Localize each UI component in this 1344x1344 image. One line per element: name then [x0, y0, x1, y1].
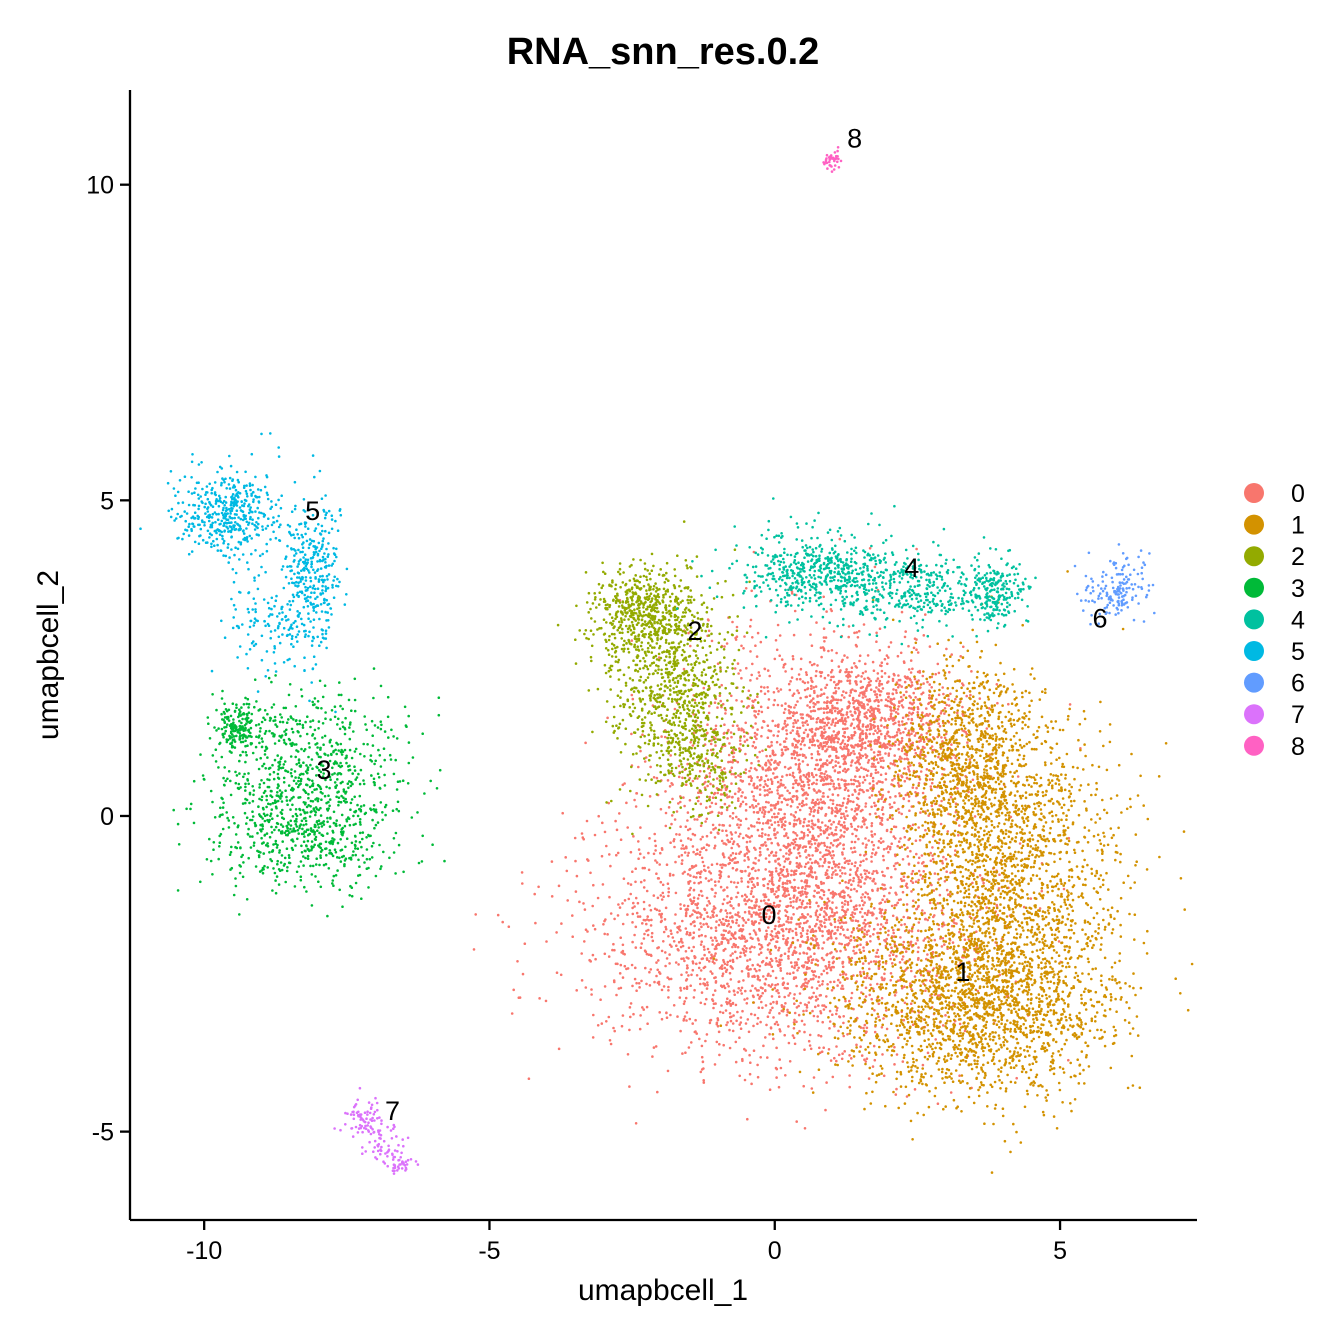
y-axis-ticks: -5 0 5 10 — [86, 172, 130, 1147]
legend-item-4: 4 — [1244, 606, 1305, 634]
y-tick-label: 10 — [86, 172, 114, 200]
x-tick-label: -10 — [186, 1237, 222, 1265]
cluster-label-6: 6 — [1092, 603, 1107, 633]
cluster-8-point-cloud — [822, 145, 843, 173]
cluster-label-1: 1 — [956, 957, 971, 987]
x-tick-label: 0 — [768, 1237, 782, 1265]
cluster-label-0: 0 — [762, 900, 777, 930]
legend-label: 2 — [1291, 543, 1305, 571]
cluster-8-points — [822, 145, 843, 173]
legend-label: 1 — [1291, 512, 1305, 540]
cluster-1-points — [712, 570, 1194, 1174]
cluster-6-point-cloud — [1073, 543, 1156, 626]
legend-swatch — [1244, 704, 1264, 725]
legend-swatch — [1244, 735, 1264, 756]
cluster-label-7: 7 — [385, 1096, 400, 1126]
data-points — [139, 145, 1194, 1175]
y-tick-label: 0 — [100, 803, 114, 831]
chart-title: RNA_snn_res.0.2 — [507, 31, 820, 73]
cluster-7-point-cloud — [333, 1086, 420, 1175]
cluster-label-2: 2 — [687, 616, 702, 646]
cluster-2-points — [556, 520, 768, 836]
legend-swatch — [1244, 483, 1264, 503]
legend-item-7: 7 — [1244, 701, 1305, 729]
y-tick-label: 5 — [100, 487, 114, 515]
legend-label: 7 — [1291, 701, 1305, 729]
cluster-5-points — [139, 432, 349, 714]
legend-item-3: 3 — [1244, 575, 1305, 603]
legend-swatch — [1244, 546, 1264, 567]
legend-swatch — [1244, 577, 1264, 598]
legend-label: 5 — [1291, 638, 1305, 666]
y-tick-label: -5 — [92, 1119, 114, 1147]
cluster-7-points — [333, 1086, 420, 1175]
cluster-0-points — [472, 537, 1082, 1130]
legend-swatch — [1244, 609, 1264, 630]
legend-label: 3 — [1291, 575, 1305, 603]
cluster-0-point-cloud — [472, 537, 1082, 1130]
legend-label: 8 — [1291, 733, 1305, 761]
x-axis-ticks: -10 -5 0 5 — [186, 1220, 1067, 1265]
cluster-6-points — [1073, 543, 1156, 626]
cluster-label-4: 4 — [904, 553, 919, 583]
legend-swatch — [1244, 514, 1264, 535]
cluster-4-points — [675, 497, 1037, 646]
legend-item-5: 5 — [1244, 638, 1305, 666]
legend: 0 1 2 3 4 5 6 7 8 — [1244, 480, 1305, 761]
cluster-2-point-cloud — [556, 520, 768, 836]
legend-item-6: 6 — [1244, 670, 1305, 698]
cluster-1-point-cloud — [712, 570, 1194, 1174]
cluster-label-3: 3 — [316, 755, 331, 785]
legend-swatch — [1244, 672, 1264, 693]
x-axis-title: umapbcell_1 — [578, 1274, 748, 1307]
cluster-label-5: 5 — [305, 496, 320, 526]
legend-item-1: 1 — [1244, 512, 1305, 540]
legend-label: 0 — [1291, 480, 1305, 508]
x-tick-label: -5 — [478, 1237, 500, 1265]
cluster-3-points — [172, 667, 446, 918]
legend-item-8: 8 — [1244, 733, 1305, 761]
x-tick-label: 5 — [1053, 1237, 1067, 1265]
legend-label: 4 — [1291, 606, 1305, 634]
cluster-3-point-cloud — [172, 667, 446, 918]
cluster-label-8: 8 — [847, 124, 862, 154]
y-axis-title: umapbcell_2 — [32, 570, 65, 740]
legend-swatch — [1244, 641, 1264, 661]
legend-item-0: 0 — [1244, 480, 1305, 508]
cluster-labels: 0 1 2 3 4 5 6 7 8 — [305, 124, 1107, 1126]
axes — [128, 90, 1197, 1222]
cluster-4-point-cloud — [675, 497, 1037, 646]
legend-item-2: 2 — [1244, 543, 1305, 571]
legend-label: 6 — [1291, 670, 1305, 698]
cluster-5-point-cloud — [139, 432, 349, 714]
